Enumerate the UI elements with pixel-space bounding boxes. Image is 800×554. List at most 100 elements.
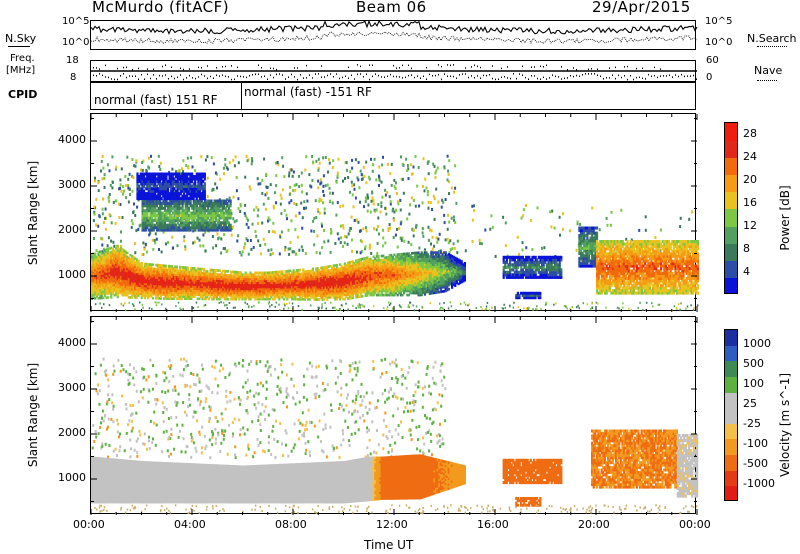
- power-sparse-cell: [427, 206, 430, 210]
- power-band-cell: [254, 273, 257, 277]
- power-band-cell: [191, 273, 194, 276]
- freq-tick-bottom: 8: [70, 72, 77, 83]
- power-sparse-cell: [400, 238, 403, 242]
- power-band-cell: [335, 294, 338, 297]
- power-band-cell: [369, 293, 372, 297]
- power-band-cell: [299, 275, 302, 278]
- power-band-cell: [220, 273, 223, 277]
- power-band-cell: [140, 270, 143, 273]
- nave-dot: [231, 78, 232, 81]
- power-sparse-cell: [152, 247, 155, 251]
- power-band-cell: [123, 263, 126, 267]
- power-band-cell: [107, 253, 110, 257]
- power-band-cell: [214, 295, 217, 299]
- nave-dot: [252, 74, 253, 76]
- power-band-cell: [412, 277, 415, 281]
- power-band-cell: [318, 294, 321, 297]
- power-band-cell: [116, 248, 119, 252]
- power-sparse-cell: [370, 199, 373, 203]
- power-band-cell: [286, 289, 289, 293]
- power-band-cell: [407, 266, 410, 270]
- power-band-cell: [249, 281, 252, 285]
- power-band-cell: [291, 281, 294, 285]
- power-sparse-cell: [353, 219, 356, 222]
- power-band-cell: [206, 285, 209, 289]
- power-band-cell: [260, 283, 263, 287]
- power-band-cell: [310, 283, 313, 287]
- power-sparse-cell: [196, 236, 199, 240]
- nave-dot: [468, 76, 469, 79]
- power-band-cell: [326, 267, 329, 271]
- power-band-cell: [332, 280, 335, 283]
- power-sparse-cell: [377, 224, 379, 228]
- power-band-cell: [238, 271, 241, 274]
- power-sparse-cell: [396, 192, 398, 196]
- power-band-cell: [150, 269, 153, 272]
- power-band-cell: [211, 268, 214, 272]
- power-band-cell: [431, 291, 434, 295]
- power-band-cell: [377, 291, 380, 295]
- power-band-cell: [179, 275, 182, 279]
- power-band-cell: [225, 274, 228, 277]
- power-band-cell: [166, 272, 169, 276]
- power-band-cell: [332, 272, 335, 275]
- power-sparse-cell: [93, 212, 96, 216]
- power-sparse-cell: [225, 250, 228, 254]
- power-sparse-cell: [288, 252, 291, 256]
- power-band-cell: [238, 289, 241, 293]
- power-band-cell: [412, 271, 415, 275]
- power-band-cell: [153, 290, 156, 294]
- power-band-cell: [199, 295, 202, 299]
- power-band-cell: [115, 275, 118, 278]
- power-band-cell: [404, 254, 407, 258]
- power-sparse-cell: [317, 179, 320, 183]
- power-band-cell: [107, 251, 110, 255]
- power-sparse-cell: [159, 168, 162, 171]
- nave-dot: [201, 73, 202, 76]
- power-sparse-cell: [437, 237, 440, 241]
- power-band-cell: [383, 293, 386, 297]
- power-band-cell: [123, 281, 126, 285]
- power-band-cell: [297, 291, 300, 295]
- power-band-cell: [119, 291, 122, 295]
- power-band-cell: [359, 289, 362, 292]
- power-band-cell: [361, 257, 364, 261]
- power-band-cell: [193, 275, 196, 278]
- power-band-cell: [300, 278, 303, 281]
- power-band-cell: [425, 257, 428, 260]
- power-band-cell: [348, 287, 351, 290]
- power-band-cell: [131, 269, 134, 273]
- power-band-cell: [211, 293, 214, 297]
- power-band-cell: [99, 296, 102, 300]
- power-sparse-cell: [130, 226, 133, 229]
- power-band-cell: [361, 268, 364, 271]
- power-band-cell: [340, 265, 343, 268]
- power-band-cell: [367, 286, 370, 289]
- power-band-cell: [193, 273, 196, 276]
- power-band-cell: [94, 284, 97, 288]
- power-band-cell: [185, 272, 188, 276]
- power-band-cell: [206, 276, 209, 279]
- power-sparse-cell: [400, 220, 403, 224]
- power-sparse-cell: [362, 165, 365, 169]
- power-band-cell: [209, 281, 212, 284]
- power-band-cell: [284, 289, 287, 293]
- power-band-cell: [307, 292, 310, 295]
- power-band-cell: [167, 268, 170, 272]
- power-band-cell: [203, 275, 206, 279]
- power-sparse-cell: [204, 158, 207, 162]
- nave-dot: [396, 67, 397, 69]
- power-band-cell: [209, 272, 212, 276]
- power-band-cell: [422, 279, 425, 282]
- power-band-cell: [398, 255, 401, 258]
- power-band-cell: [223, 285, 226, 289]
- power-band-cell: [167, 279, 170, 282]
- power-band-cell: [121, 268, 124, 272]
- power-band-cell: [99, 264, 102, 268]
- power-band-cell: [222, 275, 225, 279]
- power-band-cell: [377, 277, 380, 280]
- power-band-cell: [396, 279, 399, 283]
- power-band-cell: [211, 272, 214, 276]
- power-band-cell: [401, 275, 404, 278]
- power-band-cell: [175, 275, 178, 279]
